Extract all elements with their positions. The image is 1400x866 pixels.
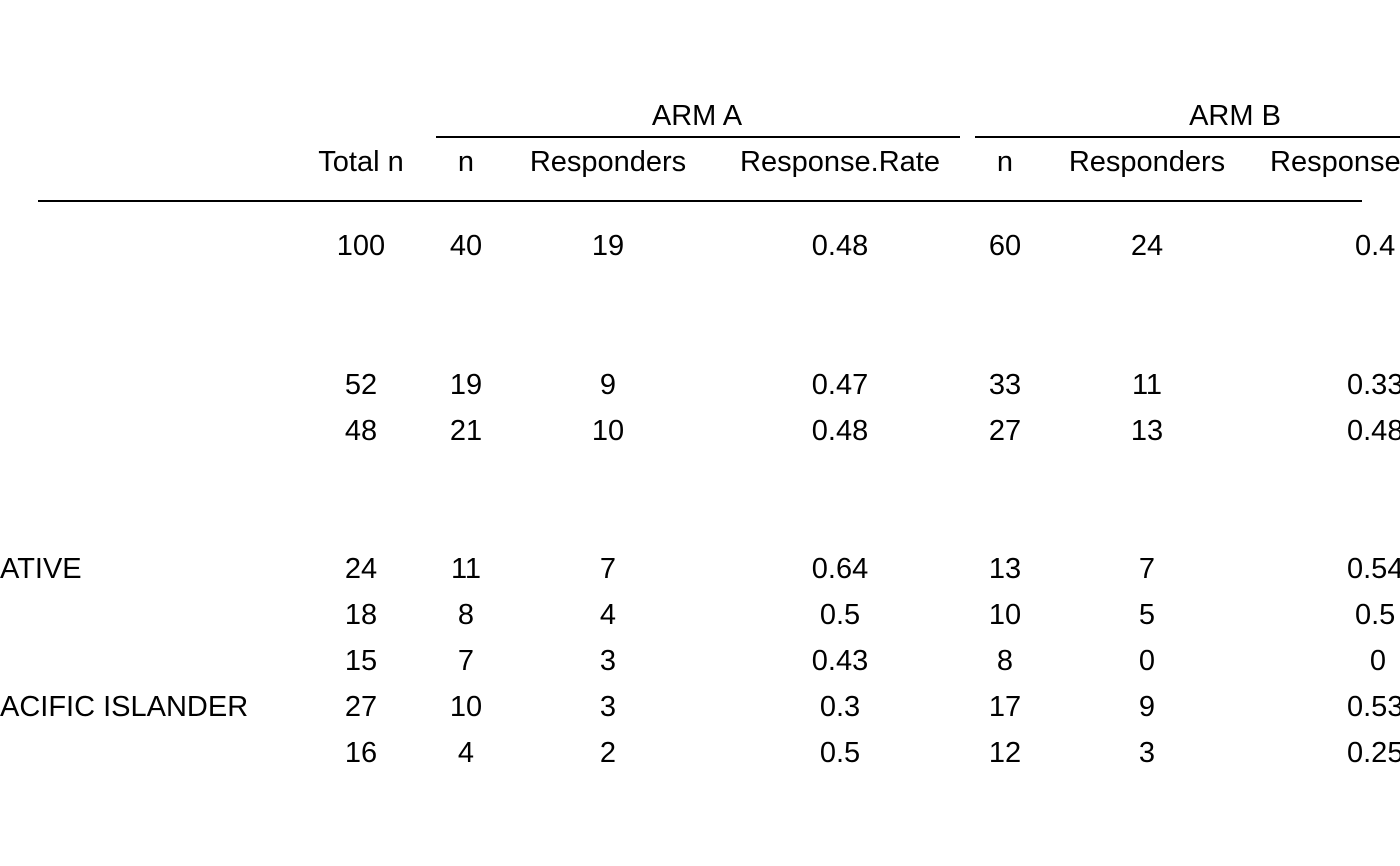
cell-arm-a-n: 19 bbox=[449, 369, 483, 401]
cell-arm-a-response-rate: 0.5 bbox=[819, 737, 861, 769]
header-rule bbox=[38, 200, 1362, 202]
cell-arm-b-response-rate: 0.25 bbox=[1347, 737, 1400, 769]
cell-arm-a-responders: 19 bbox=[591, 230, 625, 262]
cell-arm-b-responders: 3 bbox=[1138, 737, 1156, 769]
cell-arm-b-n: 17 bbox=[988, 691, 1022, 723]
cell-total-n: 100 bbox=[336, 230, 386, 262]
cell-arm-b-response-rate: 0.5 bbox=[1355, 599, 1396, 631]
col-header-arm-a-responders: Responders bbox=[529, 146, 687, 178]
cell-arm-a-responders: 7 bbox=[599, 553, 617, 585]
cell-total-n: 16 bbox=[344, 737, 378, 769]
cell-arm-a-responders: 9 bbox=[599, 369, 617, 401]
cell-arm-b-response-rate: 0.48 bbox=[1347, 415, 1400, 447]
cell-arm-a-response-rate: 0.3 bbox=[819, 691, 861, 723]
cell-arm-a-response-rate: 0.5 bbox=[819, 599, 861, 631]
cell-arm-a-response-rate: 0.48 bbox=[811, 415, 869, 447]
cell-arm-b-n: 8 bbox=[996, 645, 1014, 677]
cell-arm-a-response-rate: 0.64 bbox=[811, 553, 869, 585]
arm-a-rule bbox=[436, 136, 960, 138]
cell-total-n: 48 bbox=[344, 415, 378, 447]
cell-total-n: 18 bbox=[344, 599, 378, 631]
cell-total-n: 52 bbox=[344, 369, 378, 401]
cell-arm-a-responders: 10 bbox=[591, 415, 625, 447]
cell-arm-a-responders: 2 bbox=[599, 737, 617, 769]
cell-arm-b-n: 10 bbox=[988, 599, 1022, 631]
col-header-arm-b-response-rate: Response.Rate bbox=[1270, 146, 1400, 178]
cell-arm-a-responders: 3 bbox=[599, 645, 617, 677]
arm-a-header: ARM A bbox=[651, 100, 743, 132]
row-label: ATIVE bbox=[0, 553, 82, 585]
row-label: ACIFIC ISLANDER bbox=[0, 691, 249, 723]
cell-arm-b-response-rate: 0.54 bbox=[1347, 553, 1400, 585]
cell-arm-b-n: 33 bbox=[988, 369, 1022, 401]
col-header-arm-b-responders: Responders bbox=[1068, 146, 1226, 178]
cell-total-n: 15 bbox=[344, 645, 378, 677]
arm-b-rule bbox=[975, 136, 1400, 138]
cell-arm-a-response-rate: 0.43 bbox=[811, 645, 869, 677]
cell-arm-b-responders: 0 bbox=[1138, 645, 1156, 677]
cell-arm-b-responders: 11 bbox=[1131, 369, 1163, 401]
arm-b-header: ARM B bbox=[1189, 100, 1281, 132]
cell-arm-b-n: 60 bbox=[988, 230, 1022, 262]
cell-arm-a-n: 4 bbox=[457, 737, 475, 769]
cell-arm-a-n: 10 bbox=[449, 691, 483, 723]
col-header-arm-a-response-rate: Response.Rate bbox=[740, 146, 940, 178]
cell-arm-b-responders: 9 bbox=[1138, 691, 1156, 723]
col-header-arm-a-n: n bbox=[457, 146, 475, 178]
cell-arm-a-n: 11 bbox=[450, 553, 482, 585]
cell-arm-a-n: 8 bbox=[457, 599, 475, 631]
col-header-total-n: Total n bbox=[318, 146, 404, 178]
cell-arm-b-n: 27 bbox=[988, 415, 1022, 447]
cell-arm-b-responders: 5 bbox=[1138, 599, 1156, 631]
cell-arm-b-responders: 13 bbox=[1130, 415, 1164, 447]
cell-arm-a-n: 7 bbox=[457, 645, 475, 677]
col-header-arm-b-n: n bbox=[996, 146, 1014, 178]
cell-arm-a-n: 40 bbox=[449, 230, 483, 262]
cell-arm-b-n: 12 bbox=[988, 737, 1022, 769]
cell-arm-a-responders: 3 bbox=[599, 691, 617, 723]
cell-arm-b-response-rate: 0.4 bbox=[1355, 230, 1396, 262]
cell-arm-b-response-rate: 0.53 bbox=[1347, 691, 1400, 723]
cell-arm-b-response-rate: 0 bbox=[1369, 645, 1387, 677]
cell-arm-a-response-rate: 0.47 bbox=[811, 369, 869, 401]
cell-total-n: 27 bbox=[344, 691, 378, 723]
cell-arm-b-responders: 7 bbox=[1138, 553, 1156, 585]
cell-arm-b-n: 13 bbox=[988, 553, 1022, 585]
cell-total-n: 24 bbox=[344, 553, 378, 585]
cell-arm-b-response-rate: 0.33 bbox=[1347, 369, 1400, 401]
cell-arm-b-responders: 24 bbox=[1130, 230, 1164, 262]
cell-arm-a-n: 21 bbox=[449, 415, 483, 447]
cell-arm-a-response-rate: 0.48 bbox=[811, 230, 869, 262]
cell-arm-a-responders: 4 bbox=[599, 599, 617, 631]
